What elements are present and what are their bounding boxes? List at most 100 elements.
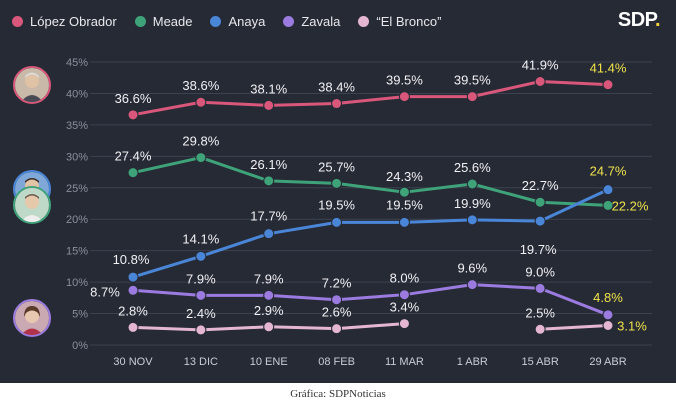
x-tick-label: 15 ABR — [521, 356, 558, 368]
data-label: 2.8% — [118, 303, 148, 318]
data-point — [331, 177, 343, 189]
y-tick-label: 45% — [66, 57, 88, 69]
data-point — [127, 109, 139, 121]
x-tick-label: 29 ABR — [589, 356, 626, 368]
data-point — [534, 75, 546, 87]
data-point — [127, 167, 139, 179]
legend-item: “El Bronco” — [358, 14, 441, 29]
data-point — [602, 320, 614, 332]
series-line-0 — [132, 79, 609, 117]
data-point — [263, 321, 275, 333]
data-label: 19.9% — [454, 196, 491, 211]
series-line-3 — [132, 283, 609, 317]
legend-label: López Obrador — [30, 14, 117, 29]
y-tick-label: 0% — [72, 340, 88, 352]
series-line-4 — [540, 324, 609, 331]
series-line-1 — [132, 156, 609, 207]
series-line-2 — [132, 188, 609, 279]
data-label: 25.6% — [454, 160, 491, 175]
data-label: 2.6% — [322, 305, 352, 320]
legend-item: Meade — [134, 14, 192, 29]
y-tick-label: 25% — [66, 183, 88, 195]
data-label: 22.7% — [522, 178, 559, 193]
data-label: 26.1% — [250, 157, 287, 172]
data-point — [534, 196, 546, 208]
legend-swatch — [283, 16, 295, 27]
y-tick-label: 5% — [72, 309, 88, 321]
x-tick-label: 1 ABR — [457, 356, 488, 368]
data-label: 2.4% — [186, 306, 216, 321]
y-tick-label: 30% — [66, 151, 88, 163]
legend-item: López Obrador — [12, 14, 117, 29]
data-point — [398, 186, 410, 198]
x-tick-label: 08 FEB — [318, 356, 355, 368]
data-label: 24.3% — [386, 169, 423, 184]
data-label: 19.5% — [386, 197, 423, 212]
data-label: 8.7% — [90, 284, 120, 299]
chart-legend: López Obrador Meade Anaya Zavala “El Bronco” — [12, 14, 459, 29]
data-point — [466, 279, 478, 291]
data-point — [466, 91, 478, 103]
data-point — [398, 318, 410, 330]
y-tick-label: 35% — [66, 120, 88, 132]
avatar-meade — [13, 186, 51, 224]
data-label: 7.9% — [254, 271, 284, 286]
data-label: 38.6% — [182, 78, 219, 93]
data-point — [466, 178, 478, 190]
data-label: 27.4% — [115, 149, 152, 164]
data-label: 8.0% — [390, 271, 420, 286]
data-point — [602, 309, 614, 321]
data-point — [331, 216, 343, 228]
line-chart: 36.6% 38.6% 38.1% 38.4% 39.5% 39.5% 41.9% 41.4%… — [66, 57, 652, 368]
data-label: 22.2% — [612, 198, 649, 213]
data-point — [602, 184, 614, 196]
data-point — [195, 152, 207, 164]
data-label: 17.7% — [250, 209, 287, 224]
data-point — [195, 250, 207, 262]
chart-panel: 36.6% 38.6% 38.1% 38.4% 39.5% 39.5% 41.9% 41.4%… — [0, 0, 676, 383]
data-label: 39.5% — [454, 73, 491, 88]
legend-item: Zavala — [283, 14, 340, 29]
x-tick-label: 10 ENE — [250, 356, 288, 368]
data-label: 41.9% — [522, 57, 559, 72]
data-point — [127, 284, 139, 296]
data-point — [398, 216, 410, 228]
data-point — [127, 321, 139, 333]
data-point — [263, 175, 275, 187]
data-label: 3.1% — [617, 319, 647, 334]
data-label: 7.2% — [322, 276, 352, 291]
data-point — [263, 99, 275, 111]
data-label: 39.5% — [386, 73, 423, 88]
avatar-lopez-obrador — [13, 66, 51, 104]
data-label: 9.0% — [525, 264, 555, 279]
data-label: 24.7% — [590, 164, 627, 179]
y-tick-label: 10% — [66, 277, 88, 289]
data-point — [195, 324, 207, 336]
data-point — [398, 289, 410, 301]
data-point — [331, 323, 343, 335]
data-label: 4.8% — [593, 290, 623, 305]
y-tick-label: 15% — [66, 246, 88, 258]
legend-label: Anaya — [228, 14, 266, 29]
data-label: 36.6% — [115, 91, 152, 106]
y-tick-label: 40% — [66, 88, 88, 100]
data-label: 2.5% — [525, 305, 555, 320]
y-tick-label: 20% — [66, 214, 88, 226]
data-label: 7.9% — [186, 271, 216, 286]
data-point — [331, 294, 343, 306]
figure-caption: Gráfica: SDPNoticias — [290, 388, 386, 400]
data-label: 14.1% — [182, 231, 219, 246]
data-label: 38.1% — [250, 81, 287, 96]
data-point — [195, 96, 207, 108]
data-point — [398, 91, 410, 103]
data-label: 41.4% — [590, 61, 627, 76]
legend-item: Anaya — [210, 14, 265, 29]
data-point — [602, 199, 614, 211]
data-point — [331, 98, 343, 110]
legend-swatch — [12, 16, 23, 27]
avatar-zavala — [13, 299, 51, 337]
data-point — [534, 323, 546, 335]
data-label: 2.9% — [254, 303, 284, 318]
legend-swatch — [358, 16, 370, 27]
data-point — [263, 289, 275, 301]
